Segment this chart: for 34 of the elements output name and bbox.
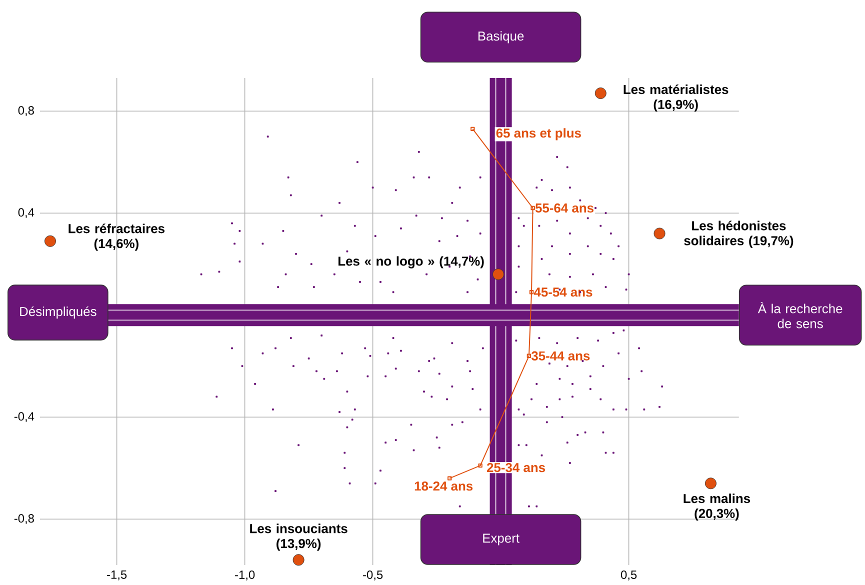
x-tick-label: 0,5 — [620, 570, 637, 580]
annotation: Les malins (20,3%) — [684, 494, 750, 521]
annotation: 55-64 ans — [535, 203, 594, 213]
text: À la recherche de sens — [758, 302, 842, 328]
point — [526, 354, 532, 358]
x-tick-label: -1,0 — [235, 570, 255, 580]
annotation: 35-44 ans — [531, 351, 590, 360]
annotation: Expert — [483, 534, 520, 546]
y-tick-label: -0,8 — [14, 514, 34, 524]
annotation: 18-24 ans — [414, 481, 473, 491]
annotation: 45-54 ans — [534, 288, 592, 297]
point — [530, 206, 535, 210]
annotation: Les réfractaires (14,6%) — [68, 224, 164, 251]
y-tick-label: 0,4 — [18, 208, 34, 218]
point — [44, 235, 56, 247]
annotation: Les « no logo » (14,7%) — [338, 256, 484, 268]
annotation: Les hédonistes solidaires (19,7%) — [684, 220, 794, 248]
y-tick-label: -0,4 — [14, 412, 34, 422]
x-tick-label: -0,5 — [363, 570, 383, 580]
annotation: 65 ans et plus — [496, 128, 581, 140]
annotation: Désimpliqués — [20, 306, 96, 319]
annotation: 25-34 ans — [486, 462, 546, 472]
point — [529, 290, 534, 294]
point — [654, 228, 666, 240]
point — [594, 88, 606, 100]
text: Basique — [478, 31, 524, 44]
point — [704, 478, 716, 490]
x-tick-label: -1,5 — [107, 570, 127, 580]
point — [492, 268, 504, 280]
point — [292, 554, 304, 566]
annotation: Les insouciants (13,9%) — [250, 524, 348, 551]
y-tick-label: 0,8 — [18, 106, 34, 116]
point — [478, 463, 482, 468]
annotation: Les matérialistes (16,9%) — [624, 84, 728, 112]
